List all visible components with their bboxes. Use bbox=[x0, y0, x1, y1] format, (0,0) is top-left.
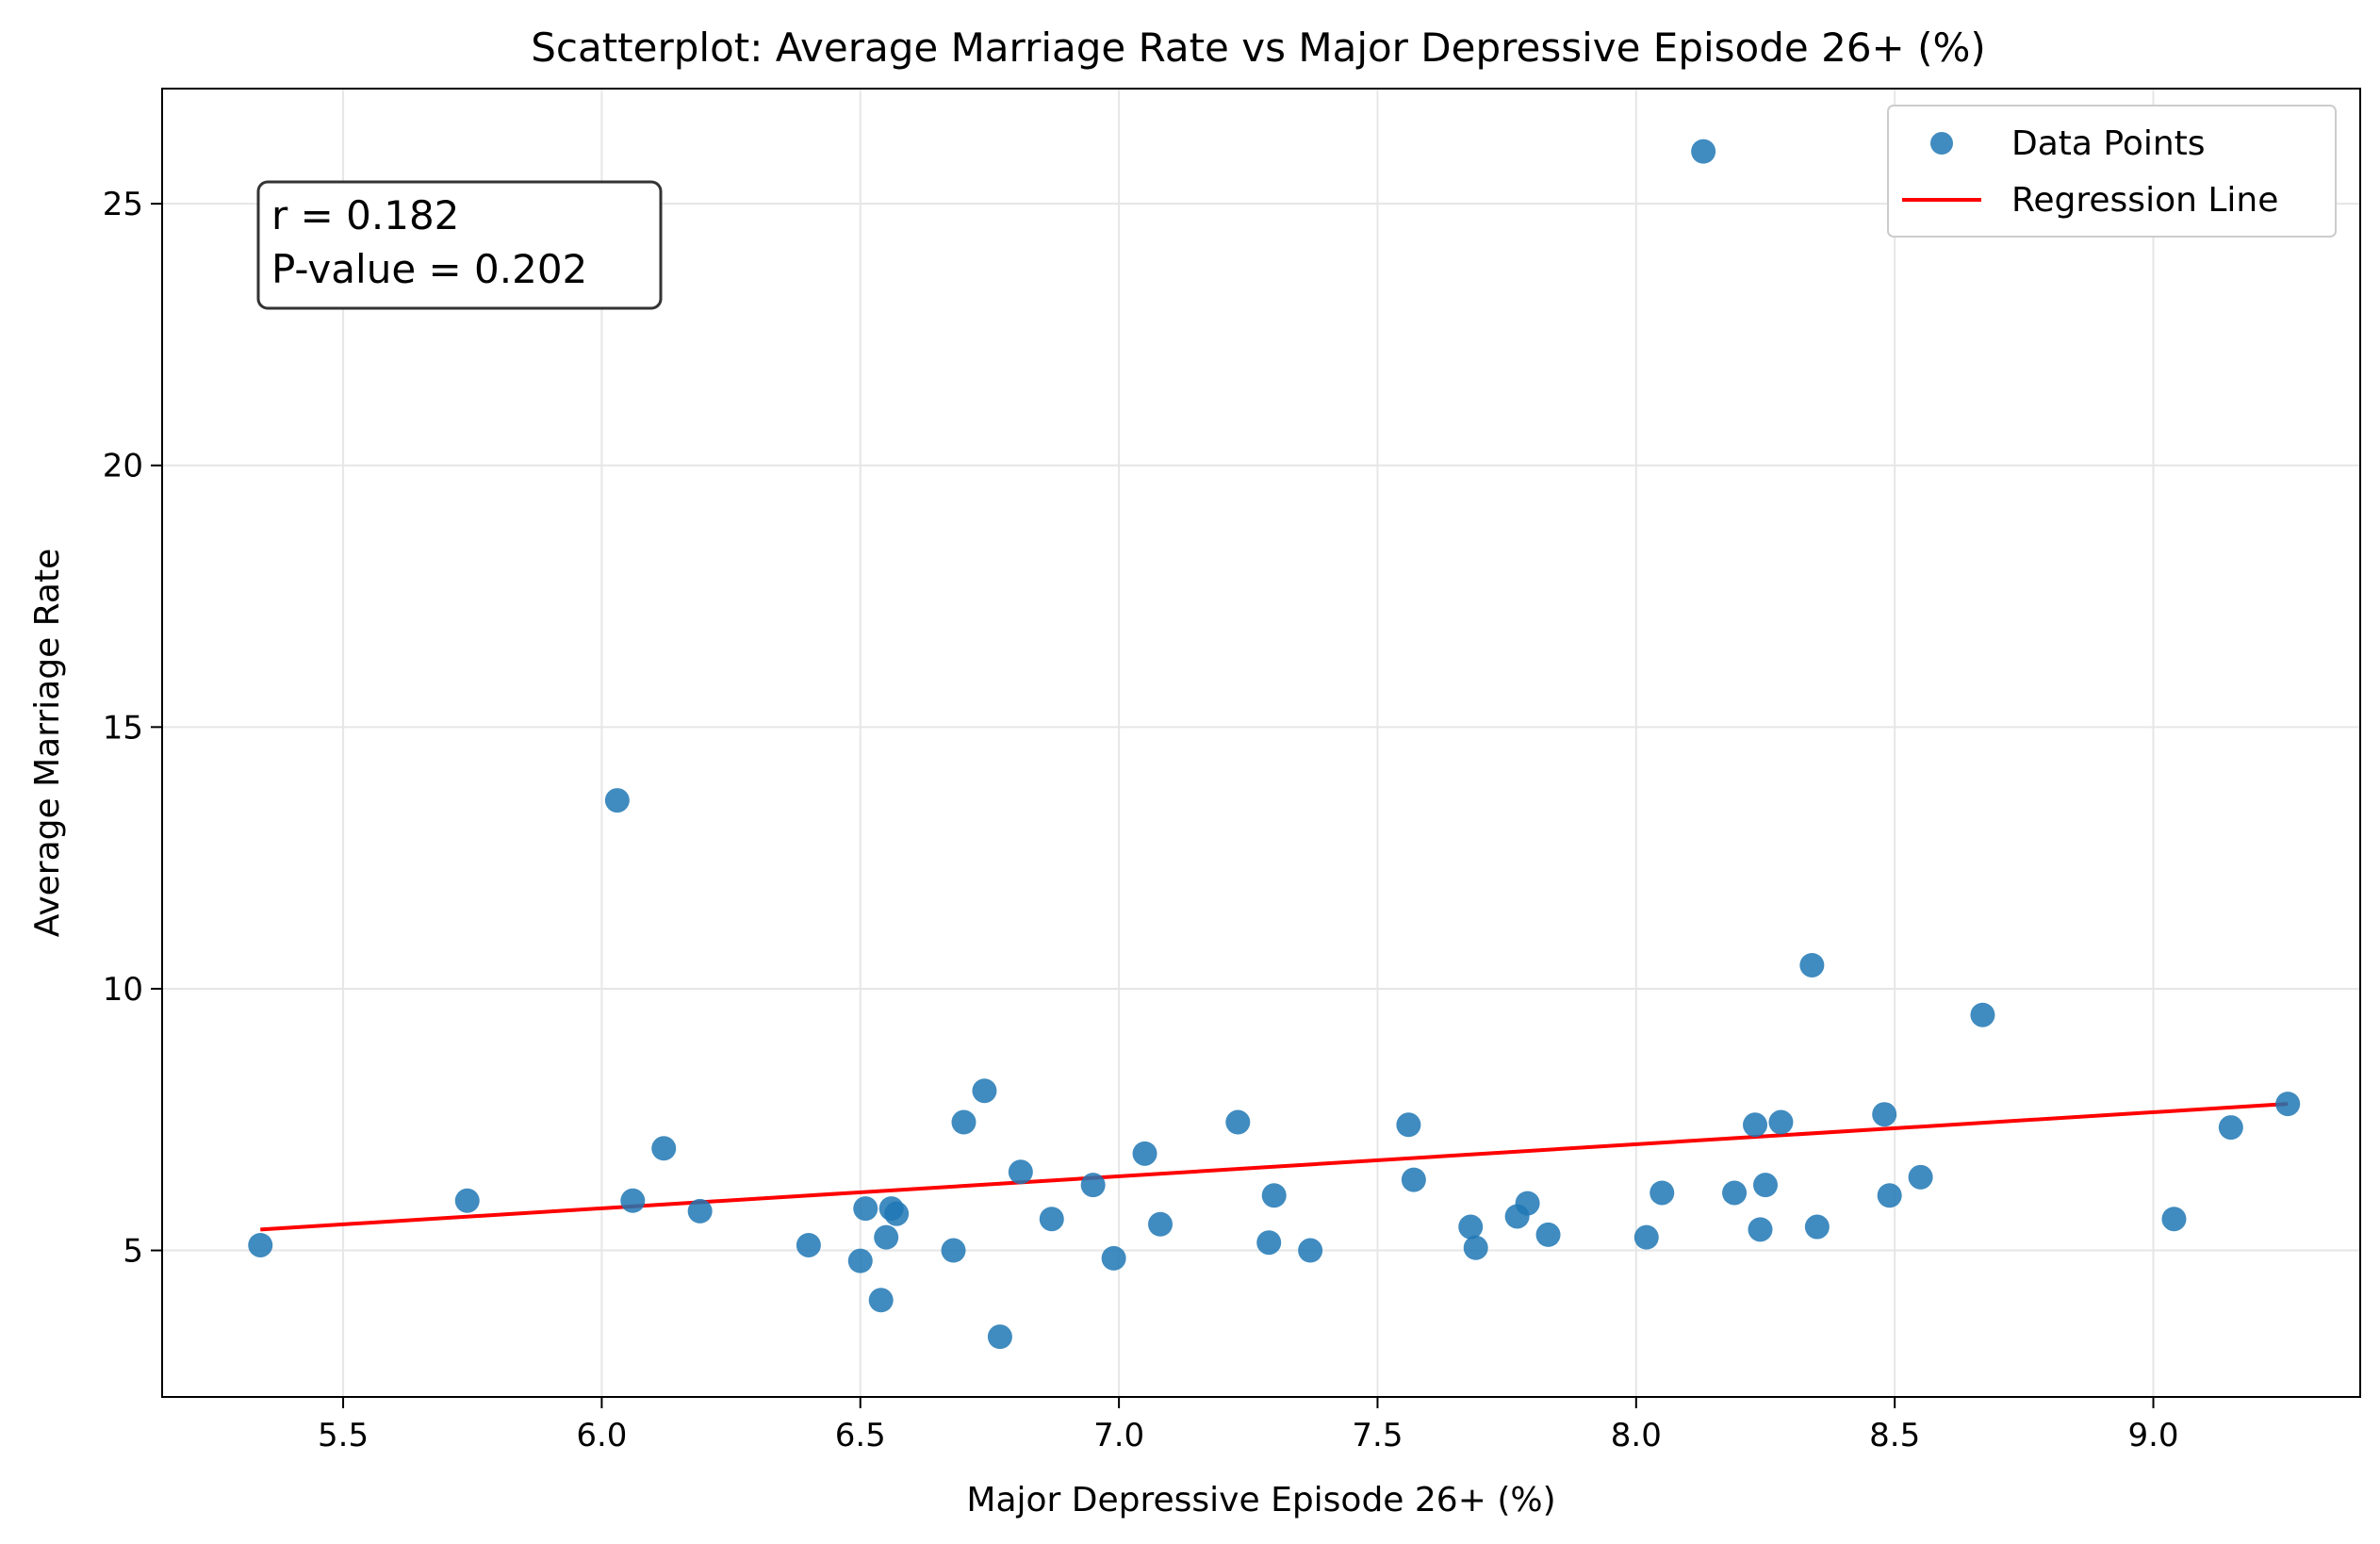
x-axis-label: Major Depressive Episode 26+ (%) bbox=[966, 1481, 1555, 1519]
data-point bbox=[604, 788, 630, 813]
data-point bbox=[1768, 1109, 1794, 1135]
legend-label-data-points: Data Points bbox=[2011, 124, 2206, 163]
data-point bbox=[1458, 1214, 1484, 1240]
y-tick-label: 15 bbox=[103, 709, 143, 747]
chart-title: Scatterplot: Average Marriage Rate vs Ma… bbox=[531, 25, 1986, 71]
x-tick-label: 8.0 bbox=[1611, 1417, 1662, 1454]
regression-line-layer bbox=[260, 1102, 2289, 1232]
data-point bbox=[1080, 1173, 1106, 1198]
x-tick-label: 9.0 bbox=[2127, 1417, 2178, 1454]
data-point bbox=[2218, 1115, 2243, 1141]
data-point bbox=[1039, 1207, 1064, 1232]
data-point bbox=[972, 1078, 997, 1104]
p-value-text: P-value = 0.202 bbox=[271, 246, 587, 292]
plot-frame bbox=[161, 88, 2361, 1398]
data-point bbox=[951, 1109, 977, 1135]
data-point bbox=[1872, 1102, 1897, 1127]
stats-box bbox=[256, 180, 663, 310]
data-point bbox=[796, 1232, 821, 1257]
correlation-text: r = 0.182 bbox=[271, 192, 459, 238]
data-point bbox=[1132, 1141, 1157, 1166]
x-tick-label: 5.5 bbox=[318, 1417, 369, 1454]
data-point bbox=[874, 1224, 899, 1250]
data-point bbox=[847, 1248, 873, 1273]
data-point bbox=[1877, 1183, 1902, 1208]
data-point bbox=[1401, 1167, 1426, 1192]
data-point bbox=[1748, 1217, 1773, 1242]
y-tick-label: 5 bbox=[123, 1233, 143, 1271]
x-tick-label: 7.0 bbox=[1093, 1417, 1144, 1454]
data-point bbox=[941, 1238, 966, 1263]
x-tick-label: 6.5 bbox=[835, 1417, 886, 1454]
data-point bbox=[1298, 1238, 1323, 1263]
x-axis-ticks: 5.5 6.0 6.5 7.0 7.5 8.0 8.5 9.0 bbox=[318, 1397, 2179, 1454]
data-point bbox=[2161, 1207, 2187, 1232]
data-point bbox=[1535, 1222, 1561, 1247]
y-axis-label: Average Marriage Rate bbox=[28, 549, 67, 937]
data-point bbox=[1256, 1230, 1282, 1256]
x-tick-label: 8.5 bbox=[1869, 1417, 1920, 1454]
data-point bbox=[1722, 1180, 1748, 1206]
y-tick-label: 25 bbox=[103, 186, 143, 223]
data-point bbox=[1743, 1112, 1768, 1138]
data-point bbox=[1752, 1173, 1778, 1198]
data-point bbox=[1463, 1235, 1488, 1260]
data-point bbox=[987, 1324, 1012, 1350]
data-point bbox=[1148, 1211, 1174, 1237]
legend-box bbox=[1887, 105, 2337, 238]
data-point bbox=[1908, 1164, 1933, 1190]
x-tick-label: 7.5 bbox=[1352, 1417, 1403, 1454]
y-tick-label: 20 bbox=[103, 448, 143, 485]
data-point bbox=[1804, 1214, 1830, 1240]
data-point bbox=[1515, 1191, 1540, 1216]
data-point bbox=[1101, 1245, 1126, 1271]
regression-line bbox=[260, 1102, 2289, 1232]
data-point bbox=[1225, 1109, 1251, 1135]
data-point bbox=[651, 1136, 677, 1161]
data-point bbox=[2275, 1092, 2301, 1117]
data-point bbox=[1396, 1112, 1421, 1138]
data-points-layer bbox=[248, 139, 2301, 1350]
legend: Data Points Regression Line bbox=[1887, 105, 2337, 238]
data-point bbox=[1008, 1159, 1033, 1185]
y-axis-ticks: 5 10 15 20 25 bbox=[103, 186, 162, 1271]
data-point bbox=[454, 1188, 480, 1213]
data-point bbox=[1633, 1224, 1659, 1250]
data-point bbox=[1691, 139, 1716, 164]
data-point bbox=[1970, 1002, 1995, 1027]
data-point bbox=[1261, 1183, 1287, 1208]
data-point bbox=[853, 1196, 878, 1222]
data-point bbox=[248, 1232, 273, 1257]
data-point bbox=[868, 1288, 894, 1313]
legend-label-regression-line: Regression Line bbox=[2011, 181, 2278, 220]
y-tick-label: 10 bbox=[103, 971, 143, 1009]
data-point bbox=[1799, 952, 1825, 977]
data-point bbox=[620, 1188, 646, 1213]
grid bbox=[162, 89, 2360, 1397]
legend-marker-data-points bbox=[1930, 132, 1953, 155]
data-point bbox=[687, 1198, 713, 1224]
data-point bbox=[884, 1201, 910, 1226]
data-point bbox=[1650, 1180, 1675, 1206]
x-tick-label: 6.0 bbox=[576, 1417, 627, 1454]
stats-annotation: r = 0.182 P-value = 0.202 bbox=[256, 180, 663, 310]
